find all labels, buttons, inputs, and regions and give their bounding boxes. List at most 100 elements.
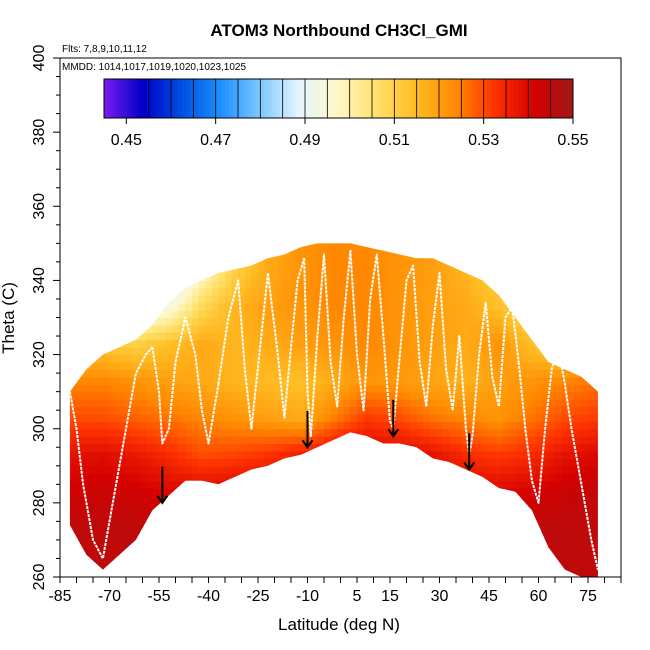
heatmap-cell [363, 517, 371, 526]
heatmap-cell [225, 554, 233, 563]
heatmap-cell [515, 332, 523, 341]
heatmap-cell [383, 569, 391, 577]
heatmap-cell [357, 421, 365, 430]
heatmap-cell [271, 421, 279, 430]
heatmap-cell [568, 354, 576, 363]
heatmap-cell [271, 554, 279, 563]
heatmap-cell [363, 510, 371, 519]
heatmap-cell [238, 421, 246, 430]
heatmap-cell [456, 525, 464, 534]
heatmap-cell [337, 273, 345, 281]
colorbar-swatch [436, 79, 441, 118]
heatmap-cell [489, 324, 497, 333]
heatmap-cell [277, 265, 285, 274]
heatmap-cell [297, 517, 305, 526]
heatmap-cell [442, 480, 450, 489]
colorbar-swatch [225, 79, 230, 118]
heatmap-cell [231, 384, 239, 393]
descent-arrow [463, 433, 476, 472]
heatmap-cell [541, 458, 549, 467]
heatmap-cell [357, 369, 365, 378]
heatmap-cell [508, 243, 516, 252]
heatmap-cell [112, 273, 120, 281]
heatmap-cell [79, 532, 87, 541]
heatmap-cell [211, 273, 219, 281]
heatmap-cell [568, 295, 576, 304]
heatmap-cell [79, 287, 87, 296]
heatmap-cell [376, 525, 384, 534]
heatmap-cell [244, 458, 252, 467]
heatmap-cell [317, 539, 325, 548]
heatmap-cell [548, 413, 556, 422]
heatmap-cell [225, 406, 233, 415]
heatmap-cell [159, 265, 167, 274]
heatmap-cell [383, 436, 391, 445]
heatmap-cell [541, 347, 549, 356]
heatmap-cell [469, 473, 477, 482]
heatmap-cell [337, 451, 345, 459]
heatmap-cell [337, 473, 345, 482]
heatmap-cell [86, 406, 94, 415]
heatmap-cell [383, 376, 391, 385]
heatmap-cell [429, 354, 437, 363]
colorbar-swatch [193, 79, 199, 118]
heatmap-cell [304, 547, 312, 556]
heatmap-cell [112, 465, 120, 474]
x-tick-label: 15 [381, 588, 399, 605]
heatmap-cell [350, 243, 358, 252]
heatmap-cell [165, 436, 173, 445]
heatmap-cell [495, 547, 503, 556]
heatmap-cell [581, 554, 589, 563]
heatmap-cell [211, 510, 219, 519]
heatmap-cell [357, 273, 365, 281]
y-axis-label: Theta (C) [0, 282, 18, 354]
heatmap-cell [145, 332, 153, 341]
heatmap-cell [324, 458, 332, 467]
heatmap-cell [126, 473, 134, 482]
heatmap-cell [581, 399, 589, 408]
heatmap-cell [568, 273, 576, 281]
heatmap-cell [310, 243, 318, 252]
heatmap-cell [357, 510, 365, 519]
heatmap-cell [178, 480, 186, 489]
heatmap-cell [330, 280, 338, 289]
heatmap-cell [416, 473, 424, 482]
heatmap-cell [244, 295, 252, 304]
heatmap-cell [73, 369, 81, 378]
heatmap-cell [581, 295, 589, 304]
heatmap-cell [548, 287, 556, 296]
heatmap-cell [462, 369, 470, 378]
heatmap-cell [132, 347, 140, 356]
heatmap-cell [132, 273, 140, 281]
heatmap-cell [396, 532, 404, 541]
heatmap-cell [370, 354, 378, 363]
heatmap-cell [106, 339, 114, 348]
heatmap-cell [297, 376, 305, 385]
heatmap-cell [225, 413, 233, 422]
heatmap-cell [330, 243, 338, 244]
heatmap-cell [482, 280, 490, 289]
heatmap-cell [555, 480, 563, 489]
heatmap-cell [370, 465, 378, 474]
heatmap-cell [73, 258, 81, 267]
heatmap-cell [211, 517, 219, 526]
heatmap-cell [271, 369, 279, 378]
heatmap-cell [456, 265, 464, 274]
heatmap-cell [343, 488, 351, 496]
heatmap-cell [297, 525, 305, 534]
heatmap-cell [310, 295, 318, 304]
heatmap-cell [528, 384, 536, 393]
heatmap-cell [132, 502, 140, 511]
heatmap-cell [522, 473, 530, 482]
heatmap-cell [324, 273, 332, 281]
heatmap-cell [112, 339, 120, 348]
heatmap-cell [218, 495, 226, 504]
heatmap-cell [515, 310, 523, 319]
heatmap-cell [172, 532, 180, 541]
heatmap-cell [482, 406, 490, 415]
heatmap-cell [172, 473, 180, 482]
heatmap-cell [291, 243, 299, 252]
heatmap-cell [469, 369, 477, 378]
heatmap-cell [416, 287, 424, 296]
